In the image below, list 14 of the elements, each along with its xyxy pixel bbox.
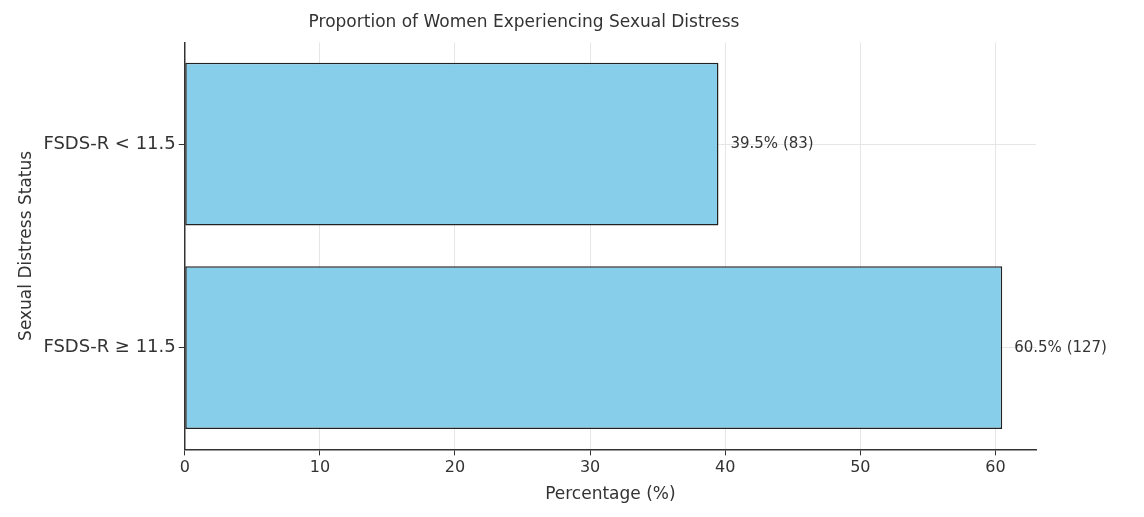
y-tick-label: FSDS-R < 11.5 — [43, 131, 176, 153]
x-tick-label: 30 — [579, 457, 601, 477]
x-tick-label: 60 — [985, 457, 1006, 477]
x-tick-label: 40 — [715, 457, 736, 477]
y-tick-label: FSDS-R ≥ 11.5 — [43, 335, 176, 357]
x-tick-label: 50 — [850, 457, 871, 477]
x-axis-title: Percentage (%) — [545, 483, 676, 504]
x-tick-label: 10 — [309, 457, 331, 477]
data-label: 39.5% (83) — [730, 134, 814, 153]
data-label: 60.5% (127) — [1014, 337, 1107, 356]
chart-title: Proportion of Women Experiencing Sexual Distress — [308, 10, 740, 31]
x-tick-label: 0 — [179, 457, 190, 477]
y-axis-title: Sexual Distress Status — [14, 150, 35, 341]
x-tick-label: 20 — [444, 457, 466, 477]
